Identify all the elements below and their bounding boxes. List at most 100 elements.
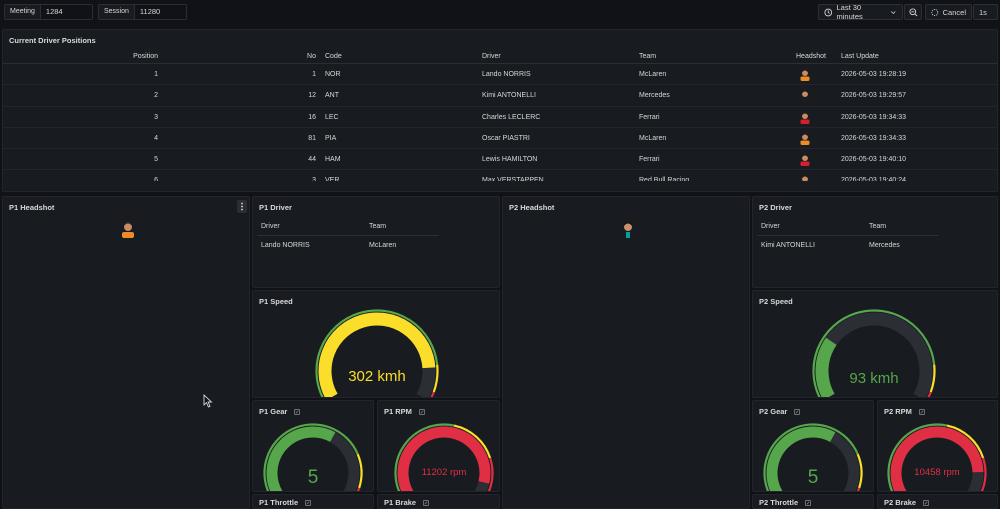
table-row: 3 16 LEC Charles LECLERC Ferrari 2026-05-03 1… <box>3 107 997 128</box>
column-header-driver[interactable]: Driver <box>261 223 280 230</box>
panel-title: P1 Gear <box>259 407 301 416</box>
cell-no: 12 <box>308 92 316 100</box>
p2-gear-panel: P2 Gear 5 <box>752 400 874 492</box>
column-header-team[interactable]: Team <box>369 223 387 230</box>
meeting-label: Meeting <box>5 5 41 19</box>
cell-no: 1 <box>312 71 316 78</box>
external-link-icon[interactable] <box>422 499 430 507</box>
more-vertical-icon <box>241 202 243 211</box>
driver-headshot-thumbnail <box>800 133 810 145</box>
panel-title: Current Driver Positions <box>9 36 96 45</box>
cell-code: LEC <box>325 113 339 121</box>
gauge-threshold-green <box>887 423 948 491</box>
p1-throttle-panel: P1 Throttle <box>252 494 374 509</box>
cell-last-update: 2026-05-03 19:34:33 <box>841 113 906 121</box>
chevron-down-icon <box>891 10 896 14</box>
column-header-team[interactable]: Team <box>869 223 887 230</box>
external-link-icon[interactable] <box>793 408 801 416</box>
panel-title: P2 RPM <box>884 407 926 416</box>
session-label: Session <box>99 5 135 19</box>
gauge-value-arc <box>397 426 491 491</box>
p1-gear-panel: P1 Gear 5 <box>252 400 374 492</box>
column-header-code[interactable]: Code <box>325 53 342 60</box>
gauge-threshold-yellow <box>453 424 492 459</box>
table-row: 5 44 HAM Lewis HAMILTON Ferrari 2026-05-03 19… <box>3 149 997 171</box>
panel-title-text: P2 Gear <box>759 407 788 416</box>
gauge-threshold-red <box>856 487 861 491</box>
p1-driver-table: Driver Team Lando NORRIS McLaren <box>257 217 439 255</box>
session-input[interactable]: 11280 <box>134 5 186 19</box>
external-link-icon[interactable] <box>804 499 812 507</box>
meeting-variable[interactable]: Meeting 1284 <box>4 4 93 20</box>
cell-driver: Lando NORRIS <box>482 71 531 78</box>
cancel-button[interactable]: Cancel <box>925 4 972 20</box>
time-range-picker[interactable]: Last 30 minutes <box>818 3 903 21</box>
cell-position: 5 <box>154 156 158 164</box>
cell-driver: Max VERSTAPPEN <box>482 170 544 191</box>
cell-last-update: 2026-05-03 19:29:57 <box>841 92 906 100</box>
gauge-threshold-red <box>927 391 932 397</box>
external-link-icon[interactable] <box>304 499 312 507</box>
p1-headshot-panel: P1 Headshot <box>2 196 250 509</box>
panel-menu-button[interactable] <box>237 200 247 213</box>
column-header-driver[interactable]: Driver <box>482 53 501 60</box>
column-header-last-update[interactable]: Last Update <box>841 53 879 60</box>
column-header-driver[interactable]: Driver <box>761 223 780 230</box>
driver-positions-panel: Current Driver Positions Position No Cod… <box>2 29 998 192</box>
panel-title: P1 Speed <box>259 297 293 306</box>
column-header-headshot[interactable]: Headshot <box>796 53 826 60</box>
panel-title: P2 Headshot <box>509 203 555 212</box>
spinner-icon <box>931 8 939 16</box>
panel-title: P2 Throttle <box>759 498 812 507</box>
gauge-threshold-yellow <box>929 364 936 393</box>
panel-title: P1 Headshot <box>9 203 55 212</box>
refresh-interval-picker[interactable]: 1s <box>973 4 998 20</box>
cell-driver: Charles LECLERC <box>482 113 541 121</box>
positions-table: Position No Code Driver Team Headshot La… <box>3 50 997 191</box>
gauge-threshold-green <box>315 309 439 397</box>
panel-title: P2 Gear <box>759 407 801 416</box>
clock-icon <box>824 8 833 16</box>
p2-gear-gauge: 5 <box>763 423 863 491</box>
gauge-threshold-red <box>356 487 361 491</box>
table-scroll-edge <box>3 181 997 191</box>
zoom-out-button[interactable] <box>904 4 922 20</box>
p1-brake-panel: P1 Brake <box>377 494 500 509</box>
gauge-value-arc <box>815 337 837 397</box>
cell-position: 2 <box>154 92 158 100</box>
panel-title-text: P2 Brake <box>884 498 917 507</box>
gauge-threshold-red <box>980 457 987 491</box>
external-link-icon[interactable] <box>922 499 930 507</box>
cancel-label: Cancel <box>942 7 966 17</box>
p2-speed-gauge: 93 kmh <box>812 309 936 397</box>
panel-title: P2 Driver <box>759 203 792 212</box>
gauge-threshold-yellow <box>856 453 863 489</box>
cell-position: 4 <box>154 134 158 142</box>
cell-team: Mercedes <box>639 92 670 100</box>
external-link-icon[interactable] <box>293 408 301 416</box>
session-variable[interactable]: Session 11280 <box>98 4 187 20</box>
external-link-icon[interactable] <box>418 408 426 416</box>
driver-name: Lando NORRIS <box>261 242 310 249</box>
p2-rpm-gauge: 10458 rpm <box>887 423 987 491</box>
cell-driver: Kimi ANTONELLI <box>482 92 536 100</box>
cell-code: NOR <box>325 71 341 78</box>
table-row: Lando NORRIS McLaren <box>257 236 439 255</box>
gauge-threshold-red <box>430 391 435 397</box>
cell-driver: Oscar PIASTRI <box>482 134 530 142</box>
cell-code: PIA <box>325 134 337 142</box>
gauge-threshold-green <box>812 309 936 397</box>
column-header-no[interactable]: No <box>307 53 316 60</box>
external-link-icon[interactable] <box>918 408 926 416</box>
column-header-position[interactable]: Position <box>133 53 158 60</box>
gauge-threshold-red <box>487 457 494 491</box>
panel-title: P1 RPM <box>384 407 426 416</box>
cell-last-update: 2026-05-03 19:28:19 <box>841 71 906 78</box>
p2-headshot-panel: P2 Headshot <box>502 196 750 509</box>
cell-position: 1 <box>154 71 158 78</box>
mouse-cursor-icon <box>203 394 213 408</box>
panel-title-text: P1 RPM <box>384 407 412 416</box>
column-header-team[interactable]: Team <box>639 53 657 60</box>
meeting-input[interactable]: 1284 <box>40 5 92 19</box>
driver-headshot-thumbnail <box>800 69 810 81</box>
